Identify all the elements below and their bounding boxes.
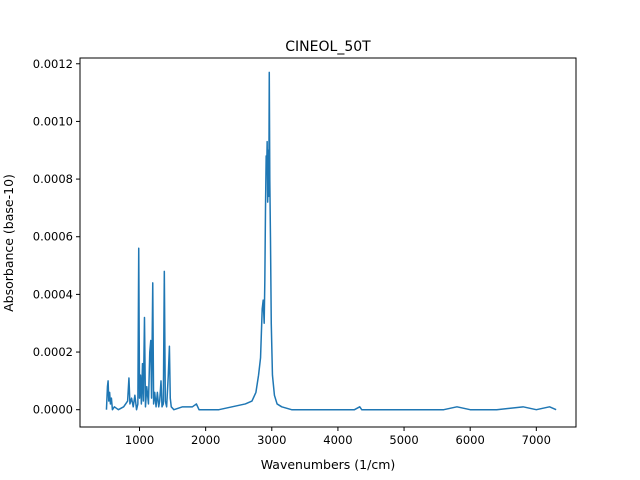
x-tick-label: 6000 [456,433,485,447]
plot-area [105,71,557,411]
chart-title: CINEOL_50T [285,39,371,55]
y-axis-label: Absorbance (base-10) [1,174,16,312]
x-tick-label: 3000 [257,433,286,447]
y-tick-label: 0.0012 [33,57,73,71]
x-axis: 1000 2000 3000 4000 5000 6000 7000 [125,427,551,447]
x-tick-label: 4000 [323,433,352,447]
x-tick-label: 1000 [125,433,154,447]
series-line-0 [105,71,557,411]
x-tick-label: 2000 [191,433,220,447]
y-axis: 0.0000 0.0002 0.0004 0.0006 0.0008 0.0010 0.00… [33,57,80,417]
x-axis-label: Wavenumbers (1/cm) [261,457,396,472]
axes-frame [79,57,577,428]
x-tick-label: 5000 [389,433,418,447]
y-tick-label: 0.0004 [33,287,73,301]
x-tick-label: 7000 [522,433,551,447]
y-tick-label: 0.0006 [33,230,73,244]
y-tick-label: 0.0010 [33,114,73,128]
y-tick-label: 0.0008 [33,172,73,186]
y-tick-label: 0.0000 [33,403,73,417]
y-tick-label: 0.0002 [33,345,73,359]
